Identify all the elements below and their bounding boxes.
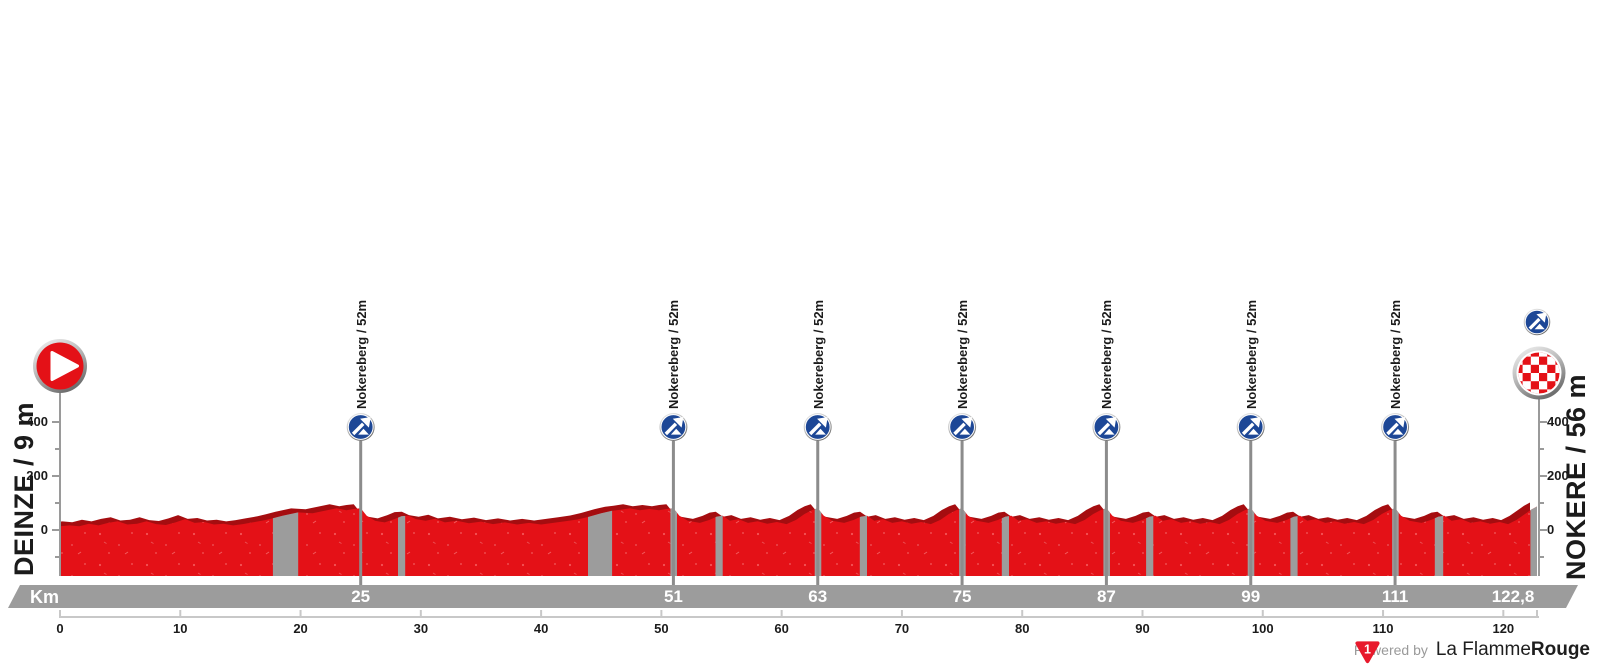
climb-icon	[1090, 411, 1123, 443]
finish-climb-icon	[1522, 307, 1552, 337]
climb-icon	[1379, 411, 1411, 443]
climb-markers	[345, 399, 1540, 608]
cobble-sector	[398, 506, 406, 576]
profile-texture	[60, 506, 1537, 576]
km-bar	[8, 585, 1578, 608]
cobble-sector	[1146, 506, 1154, 576]
climb-icon	[802, 411, 834, 443]
cobble-sector	[588, 506, 613, 576]
climb-icon	[946, 411, 978, 443]
cobble-sector	[1530, 506, 1537, 576]
climb-icon	[1234, 411, 1267, 443]
km-ruler	[59, 610, 1539, 618]
elevation-profile-area	[60, 502, 1537, 576]
climb-icon	[345, 411, 377, 443]
finish-icon	[1512, 346, 1566, 400]
cobble-sector	[1290, 506, 1298, 576]
start-icon	[33, 339, 87, 393]
cobble-sector	[859, 506, 867, 576]
cobble-sector	[715, 506, 723, 576]
climb-icon	[657, 411, 690, 443]
cobble-sector	[272, 506, 299, 576]
cobble-sector	[1434, 506, 1444, 576]
play-triangle-icon	[50, 351, 79, 381]
cobble-sector	[1001, 506, 1009, 576]
